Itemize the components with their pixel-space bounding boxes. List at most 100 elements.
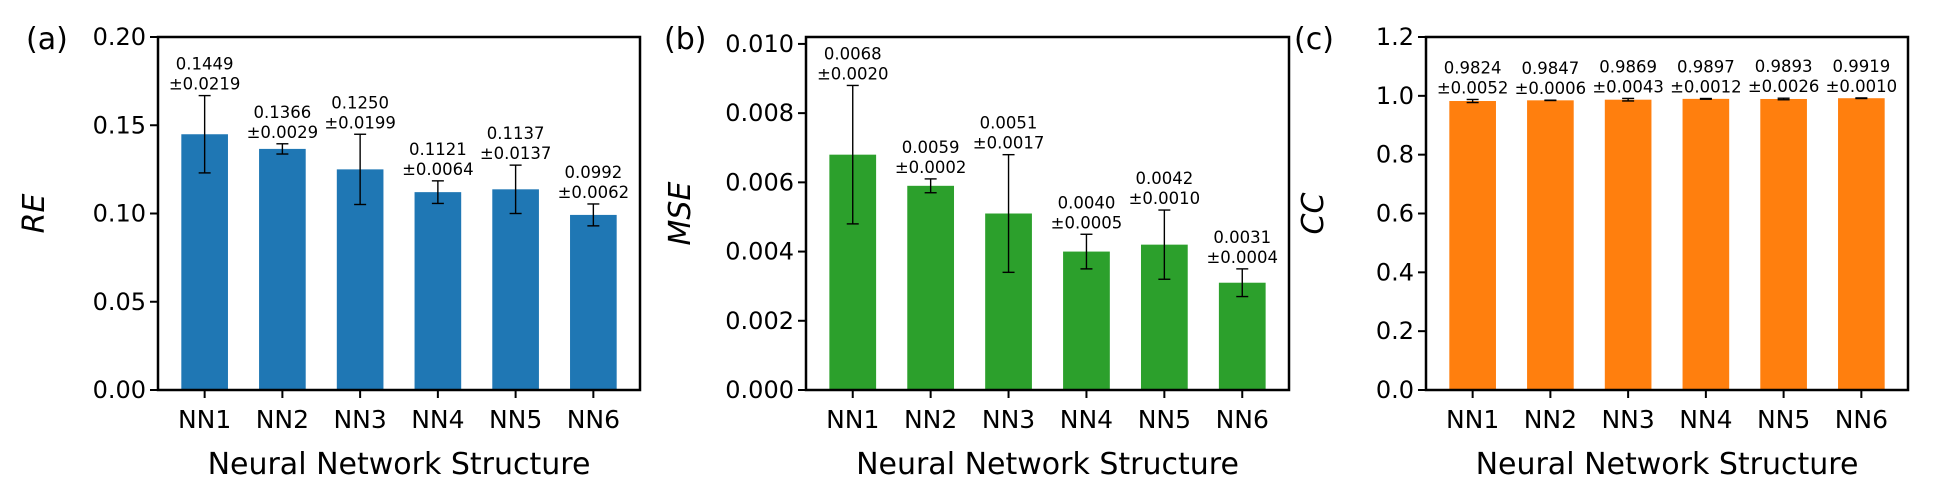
bar: [414, 192, 462, 390]
error-label: ±0.0026: [1748, 77, 1820, 96]
error-label: ±0.0043: [1592, 77, 1664, 96]
bar: [259, 148, 306, 390]
x-tick-label: NN1: [1446, 405, 1499, 434]
error-label: ±0.0052: [1437, 78, 1509, 97]
error-label: ±0.0004: [1206, 248, 1278, 267]
plot-frame: [1424, 35, 1910, 392]
value-label: 0.9824: [1444, 58, 1502, 77]
value-label: 0.1449: [176, 55, 234, 74]
y-axis-label: RE: [17, 194, 52, 234]
value-label: 0.0059: [902, 138, 960, 157]
y-tick-label: 0.010: [725, 30, 794, 58]
y-tick-label: 0.05: [93, 288, 146, 316]
y-tick-label: 0.10: [93, 200, 146, 228]
y-tick-label: 0.15: [93, 111, 146, 139]
y-tick-label: 1.0: [1376, 82, 1414, 110]
x-tick-label: NN1: [178, 405, 231, 434]
y-tick-label: 0.0: [1376, 376, 1414, 404]
value-label: 0.9869: [1599, 57, 1657, 76]
y-axis-label: MSE: [663, 182, 698, 246]
value-label: 0.0051: [980, 114, 1038, 133]
value-label: 0.1250: [331, 93, 389, 112]
error-label: ±0.0010: [1826, 77, 1898, 96]
panel-label: (a): [26, 22, 68, 57]
x-tick-label: NN5: [1138, 405, 1191, 434]
error-label: ±0.0199: [324, 113, 396, 132]
error-label: ±0.0029: [247, 123, 319, 142]
bar: [1838, 98, 1885, 391]
x-tick-label: NN6: [1835, 405, 1888, 434]
bar: [1063, 251, 1110, 390]
value-label: 0.9897: [1677, 58, 1735, 77]
x-tick-label: NN1: [826, 405, 879, 434]
value-label: 0.1121: [409, 140, 467, 159]
bar: [1604, 99, 1652, 390]
x-tick-label: NN5: [489, 405, 542, 434]
bar: [907, 185, 955, 390]
x-tick-label: NN4: [411, 405, 464, 434]
panel-label: (b): [664, 22, 706, 57]
value-label: 0.1366: [254, 103, 312, 122]
value-label: 0.1137: [487, 124, 545, 143]
y-tick-label: 0.20: [93, 23, 146, 51]
error-label: ±0.0137: [480, 144, 552, 163]
error-label: ±0.0017: [973, 134, 1045, 153]
bar: [336, 169, 384, 390]
y-tick-label: 0.6: [1376, 200, 1414, 228]
value-label: 0.0040: [1058, 193, 1116, 212]
error-label: ±0.0020: [817, 64, 889, 83]
y-tick-label: 0.006: [725, 168, 794, 196]
x-tick-label: NN5: [1757, 405, 1810, 434]
y-tick-label: 0.008: [725, 99, 794, 127]
value-label: 0.0068: [824, 44, 882, 63]
value-label: 0.0042: [1135, 169, 1193, 188]
y-tick-label: 0.4: [1376, 258, 1414, 286]
x-tick-label: NN2: [256, 405, 309, 434]
y-tick-label: 1.2: [1376, 23, 1414, 51]
bar: [1449, 101, 1496, 390]
error-label: ±0.0010: [1129, 189, 1201, 208]
x-tick-label: NN4: [1679, 405, 1732, 434]
bar: [1760, 98, 1807, 390]
x-tick-label: NN2: [1524, 405, 1577, 434]
y-tick-label: 0.002: [725, 307, 794, 335]
x-tick-label: NN6: [567, 405, 620, 434]
bar: [1527, 100, 1574, 391]
y-tick-label: 0.2: [1376, 317, 1414, 345]
x-tick-label: NN3: [1601, 405, 1654, 434]
y-tick-label: 0.000: [725, 376, 794, 404]
bar: [492, 189, 539, 390]
value-label: 0.0992: [564, 163, 622, 182]
bar: [181, 134, 228, 390]
y-axis-label: CC: [1296, 193, 1331, 235]
value-label: 0.9847: [1522, 59, 1580, 78]
bar: [1218, 282, 1266, 390]
y-tick-label: 0.8: [1376, 141, 1414, 169]
error-label: ±0.0219: [169, 75, 241, 94]
value-label: 0.9893: [1755, 57, 1813, 76]
x-tick-label: NN3: [333, 405, 386, 434]
value-label: 0.0031: [1213, 228, 1271, 247]
error-label: ±0.0064: [402, 160, 474, 179]
error-label: ±0.0002: [895, 158, 967, 177]
y-tick-label: 0.004: [725, 238, 794, 266]
x-tick-label: NN2: [904, 405, 957, 434]
error-label: ±0.0062: [558, 183, 630, 202]
x-axis-label: Neural Network Structure: [208, 447, 591, 482]
x-tick-label: NN3: [982, 405, 1035, 434]
panel-label: (c): [1294, 22, 1334, 57]
value-label: 0.9919: [1832, 57, 1890, 76]
plot-frame: [804, 35, 1291, 392]
x-tick-label: NN4: [1060, 405, 1113, 434]
error-label: ±0.0012: [1670, 78, 1742, 97]
y-tick-label: 0.00: [93, 376, 146, 404]
error-label: ±0.0006: [1515, 79, 1587, 98]
x-tick-label: NN6: [1216, 405, 1269, 434]
bar: [570, 214, 617, 390]
error-label: ±0.0005: [1051, 213, 1123, 232]
x-axis-label: Neural Network Structure: [856, 447, 1239, 482]
x-axis-label: Neural Network Structure: [1476, 447, 1859, 482]
plot-frame: [156, 35, 642, 392]
bar: [1682, 98, 1730, 390]
